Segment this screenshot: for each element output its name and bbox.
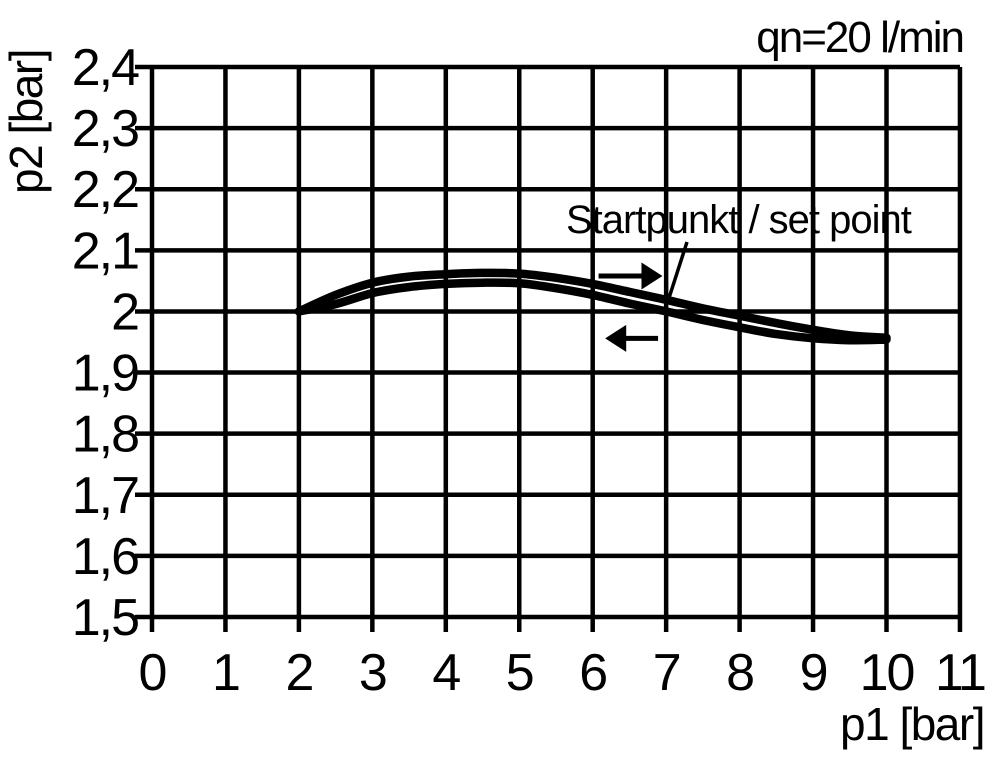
setpoint-annotation-label: Startpunkt / set point [566, 198, 912, 242]
x-tick-label: 10 [860, 644, 914, 702]
y-tick-label: 2,2 [72, 161, 138, 219]
x-tick-label: 6 [579, 644, 606, 702]
y-tick-label: 1,8 [72, 406, 138, 464]
x-tick-label: 0 [139, 644, 166, 702]
y-tick-label: 1,9 [72, 345, 138, 403]
x-tick-label: 3 [359, 644, 386, 702]
curve-lower [294, 278, 891, 345]
y-tick-label: 1,5 [72, 589, 138, 647]
y-tick-label: 2,1 [72, 222, 138, 280]
x-tick-label: 4 [432, 644, 460, 702]
chart-title: qn=20 l/min [756, 13, 963, 62]
right-arrow-icon [641, 262, 663, 290]
x-tick-label: 11 [935, 644, 985, 702]
y-axis-label: p2 [bar] [0, 50, 52, 194]
x-tick-label: 8 [726, 644, 753, 702]
x-axis-label: p1 [bar] [840, 698, 984, 750]
grid [135, 64, 963, 632]
x-tick-label: 5 [506, 644, 533, 702]
y-tick-label: 1,6 [72, 528, 138, 586]
left-arrow-icon [605, 324, 627, 352]
y-tick-label: 2 [111, 283, 138, 341]
curves [294, 268, 891, 345]
x-tick-label: 7 [653, 644, 680, 702]
x-tick-label: 1 [212, 644, 239, 702]
y-tick-label: 2,3 [72, 100, 138, 158]
annotation-leader-line [665, 241, 689, 303]
curve-upper [294, 268, 891, 342]
y-tick-label: 2,4 [72, 39, 139, 97]
tick-labels: 0 1 2 3 4 5 6 7 8 9 10 112,42,32,22,121,91,81,71,61… [72, 39, 987, 702]
x-tick-label: 9 [800, 644, 827, 702]
x-tick-label: 2 [285, 644, 312, 702]
annotations [598, 241, 689, 352]
y-tick-label: 1,7 [72, 467, 138, 525]
